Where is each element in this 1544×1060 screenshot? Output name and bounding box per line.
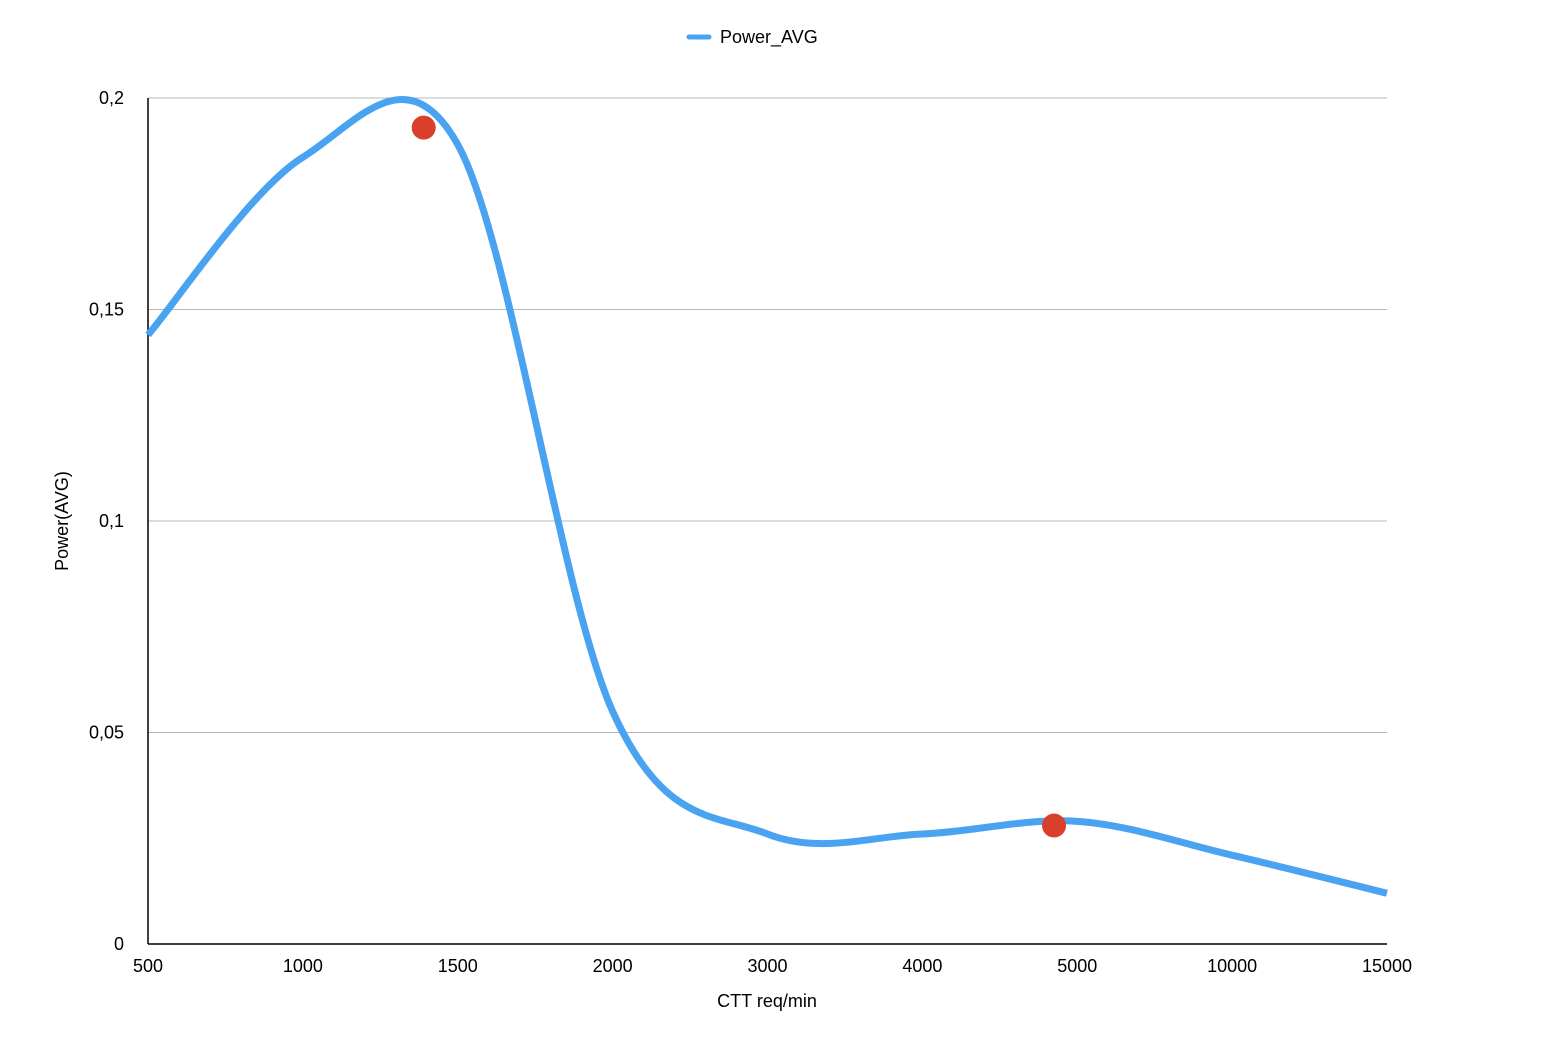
axes bbox=[147, 98, 1387, 945]
x-tick-label: 5000 bbox=[1057, 956, 1097, 976]
series-line bbox=[145, 96, 1388, 897]
highlight-point bbox=[1042, 813, 1067, 838]
series-lines bbox=[145, 96, 1388, 897]
x-tick-label: 2000 bbox=[593, 956, 633, 976]
highlight-points bbox=[411, 115, 1067, 838]
y-tick-label: 0,15 bbox=[89, 300, 124, 320]
x-tick-labels: 500 1000 1500 2000 3000 4000 5000 10000 15000 bbox=[133, 956, 1412, 976]
x-tick-label: 1000 bbox=[283, 956, 323, 976]
legend-label: Power_AVG bbox=[720, 27, 818, 48]
x-tick-label: 4000 bbox=[902, 956, 942, 976]
y-axis-title: Power(AVG) bbox=[52, 471, 72, 571]
highlight-point bbox=[411, 115, 436, 140]
x-tick-label: 10000 bbox=[1207, 956, 1257, 976]
y-tick-label: 0,05 bbox=[89, 723, 124, 743]
x-tick-label: 1500 bbox=[438, 956, 478, 976]
y-tick-label: 0 bbox=[114, 934, 124, 954]
x-axis-title: CTT req/min bbox=[717, 991, 817, 1011]
y-tick-label: 0,1 bbox=[99, 511, 124, 531]
x-tick-label: 3000 bbox=[747, 956, 787, 976]
x-tick-label: 15000 bbox=[1362, 956, 1412, 976]
gridlines bbox=[148, 97, 1387, 733]
y-tick-labels: 0 0,05 0,1 0,15 0,2 bbox=[89, 88, 124, 954]
y-tick-label: 0,2 bbox=[99, 88, 124, 108]
legend: Power_AVG bbox=[686, 27, 818, 48]
x-tick-label: 500 bbox=[133, 956, 163, 976]
